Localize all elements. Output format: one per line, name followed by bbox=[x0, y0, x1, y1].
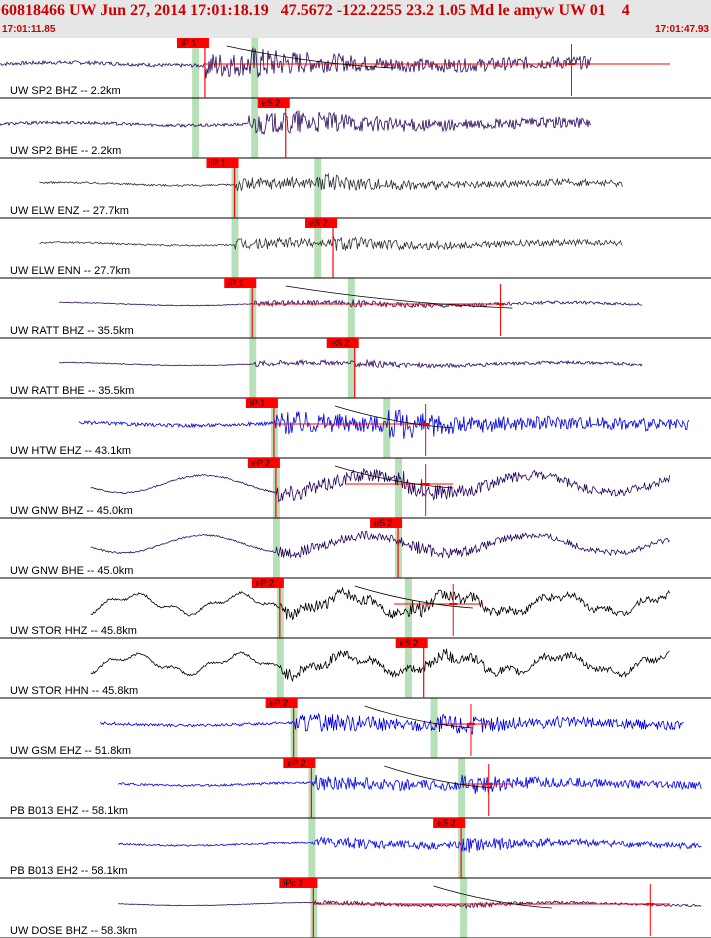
pick-label: eS 2 bbox=[400, 638, 419, 648]
pick-window bbox=[347, 278, 355, 338]
trace-label: UW STOR HHZ -- 45.8km bbox=[10, 625, 137, 637]
pick-label: iP 1 bbox=[181, 38, 196, 48]
pick-label-box bbox=[305, 218, 338, 228]
pick-label: eS 2 bbox=[262, 98, 281, 108]
pick-window bbox=[460, 878, 468, 938]
trace-label: UW SP2 BHZ -- 2.2km bbox=[10, 85, 121, 97]
pick-label: eS 2 bbox=[309, 218, 328, 228]
waveform-trace bbox=[78, 409, 690, 439]
pick-label: eS 2 bbox=[437, 818, 456, 828]
waveform-trace bbox=[90, 586, 670, 621]
pick-window bbox=[314, 158, 322, 218]
waveform-trace bbox=[90, 530, 670, 559]
pick-window bbox=[404, 578, 412, 638]
waveform-trace bbox=[90, 467, 670, 503]
pick-window bbox=[251, 38, 259, 98]
pick-label-box bbox=[257, 98, 290, 108]
event-title: 60818466 UW Jun 27, 2014 17:01:18.19 47.… bbox=[1, 2, 630, 19]
pick-label: eP 2 bbox=[256, 578, 274, 588]
waveform-trace bbox=[90, 648, 670, 683]
trace-label: UW STOR HHN -- 45.8km bbox=[10, 685, 138, 697]
pick-label: eP 2 bbox=[287, 758, 305, 768]
trace-label: UW ELW ENN -- 27.7km bbox=[10, 265, 130, 277]
pick-window bbox=[383, 398, 391, 458]
coda-curve bbox=[354, 585, 473, 609]
pick-window bbox=[458, 758, 466, 818]
pick-label-box bbox=[370, 518, 403, 528]
pick-label: iPc 1 bbox=[283, 878, 303, 888]
trace-label: UW RATT BHZ -- 35.5km bbox=[10, 325, 134, 337]
trace-label: PB B013 EH2 -- 58.1km bbox=[10, 865, 127, 877]
waveform-trace bbox=[58, 358, 643, 369]
trace-label: UW HTW EHZ -- 43.1km bbox=[10, 445, 131, 457]
pick-label: iP 1 bbox=[250, 398, 265, 408]
pick-window bbox=[430, 698, 438, 758]
pick-label-box bbox=[245, 398, 278, 408]
pick-window bbox=[192, 98, 200, 158]
pick-label: eS 2 bbox=[331, 338, 350, 348]
coda-curve bbox=[334, 405, 454, 429]
pick-label-box bbox=[206, 158, 239, 168]
pick-label-box bbox=[279, 878, 318, 888]
pick-label-box bbox=[326, 338, 359, 348]
trace-label: PB B013 EHZ -- 58.1km bbox=[10, 805, 128, 817]
waveform-trace bbox=[39, 172, 623, 192]
waveform-trace bbox=[59, 299, 643, 309]
pick-label-box bbox=[247, 458, 280, 468]
pick-label: eS 2 bbox=[374, 518, 393, 528]
coda-curve bbox=[384, 765, 493, 789]
pick-label-box bbox=[176, 38, 209, 48]
waveform-trace bbox=[39, 235, 623, 251]
coda-curve bbox=[364, 705, 473, 729]
pick-window bbox=[314, 218, 322, 278]
pick-window bbox=[276, 638, 284, 698]
trace-label: UW GSM EHZ -- 51.8km bbox=[10, 745, 131, 757]
pick-label-box bbox=[251, 578, 284, 588]
pick-label-box bbox=[265, 698, 298, 708]
pick-label: eP 2 bbox=[252, 458, 270, 468]
trace-label: UW SP2 BHE -- 2.2km bbox=[10, 145, 121, 157]
pick-label-box bbox=[224, 278, 257, 288]
waveform-trace bbox=[0, 110, 592, 136]
trace-label: UW GNW BHE -- 45.0km bbox=[10, 565, 133, 577]
time-start-label: 17:01:11.85 bbox=[2, 24, 56, 35]
trace-label: UW GNW BHZ -- 45.0km bbox=[10, 505, 133, 517]
trace-label: UW ELW ENZ -- 27.7km bbox=[10, 205, 129, 217]
coda-curve bbox=[433, 885, 552, 909]
time-end-label: 17:01:47.93 bbox=[655, 24, 709, 35]
waveform-trace bbox=[0, 46, 592, 79]
waveform-trace bbox=[118, 899, 702, 910]
pick-window bbox=[249, 338, 257, 398]
coda-curve bbox=[285, 285, 513, 309]
seismogram-panel: iP 1 UW SP2 BHZ -- 2.2km eS 2 UW SP2 BHE --… bbox=[0, 38, 711, 938]
waveform-trace bbox=[118, 836, 702, 853]
pick-window bbox=[308, 818, 316, 878]
waveform-trace bbox=[100, 712, 684, 735]
pick-label: eP 2 bbox=[270, 698, 288, 708]
waveform-trace bbox=[117, 774, 702, 795]
pick-label-box bbox=[433, 818, 466, 828]
event-header: 60818466 UW Jun 27, 2014 17:01:18.19 47.… bbox=[0, 0, 711, 38]
pick-label-box bbox=[283, 758, 316, 768]
coda-curve bbox=[334, 465, 454, 489]
pick-window bbox=[192, 38, 200, 98]
trace-label: UW RATT BHE -- 35.5km bbox=[10, 385, 134, 397]
pick-window bbox=[251, 98, 259, 158]
pick-label: iP 1 bbox=[228, 278, 243, 288]
pick-label: iP 1 bbox=[211, 158, 226, 168]
coda-curve bbox=[226, 45, 395, 69]
pick-window bbox=[395, 458, 403, 518]
trace-label: UW DOSE BHZ -- 58.3km bbox=[10, 925, 137, 937]
pick-window bbox=[347, 338, 355, 398]
pick-label-box bbox=[395, 638, 428, 648]
